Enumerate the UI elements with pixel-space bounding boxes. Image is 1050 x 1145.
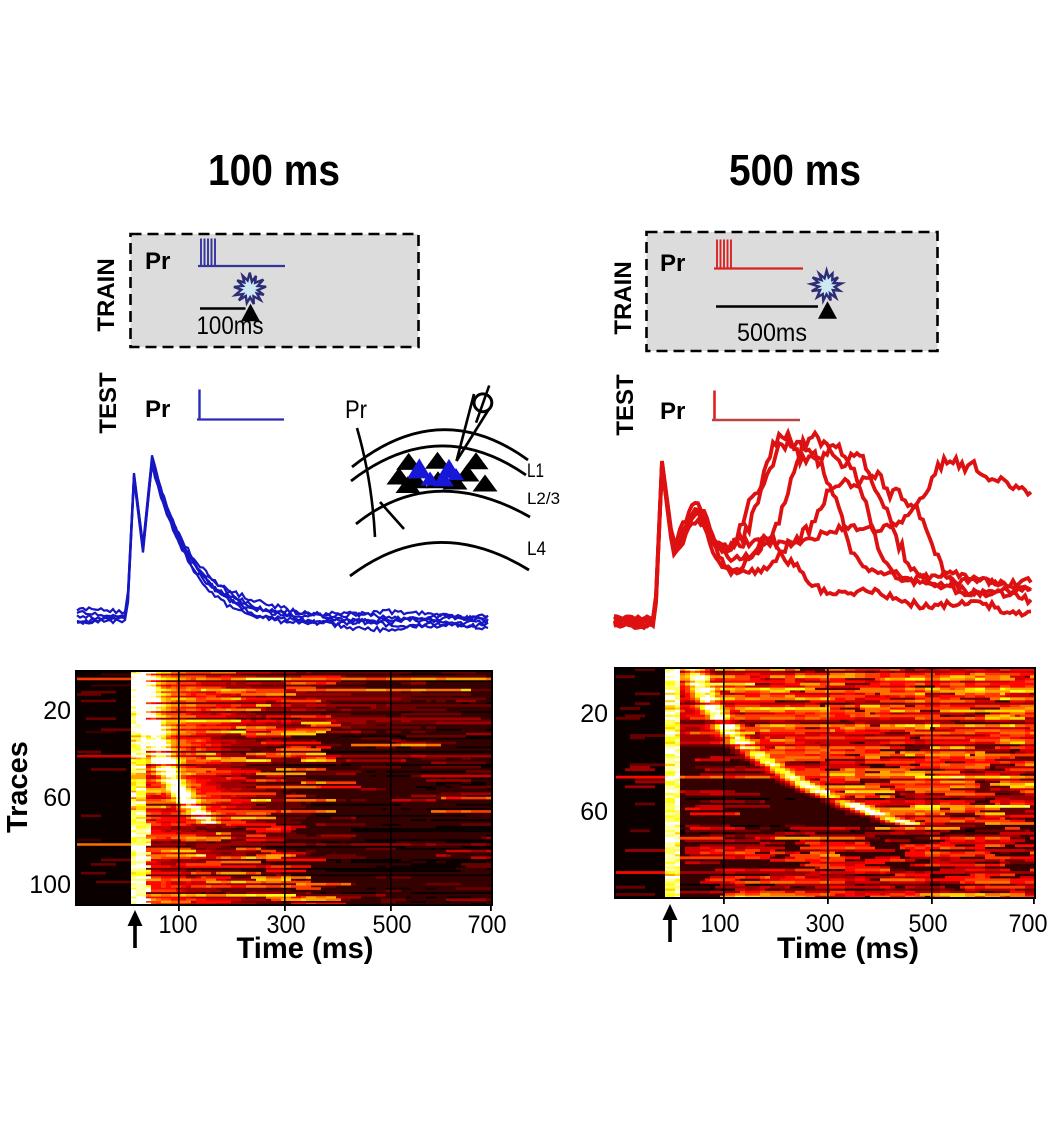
svg-text:TRAIN: TRAIN <box>610 261 637 334</box>
svg-text:100: 100 <box>29 871 71 899</box>
svg-text:100 ms: 100 ms <box>208 146 340 195</box>
svg-text:500ms: 500ms <box>737 319 807 347</box>
svg-text:Pr: Pr <box>660 250 685 277</box>
svg-text:Pr: Pr <box>145 396 170 423</box>
svg-text:100ms: 100ms <box>197 312 264 340</box>
svg-text:300: 300 <box>267 911 306 939</box>
svg-text:500 ms: 500 ms <box>729 146 861 195</box>
svg-text:Pr: Pr <box>660 398 685 425</box>
svg-text:100: 100 <box>159 911 198 939</box>
svg-text:TRAIN: TRAIN <box>93 258 120 331</box>
svg-text:Pr: Pr <box>345 396 367 424</box>
svg-text:300: 300 <box>806 910 845 938</box>
svg-text:500: 500 <box>373 911 412 939</box>
svg-text:Time (ms): Time (ms) <box>237 932 374 965</box>
svg-text:100: 100 <box>701 910 740 938</box>
svg-text:20: 20 <box>43 697 71 725</box>
svg-text:TEST: TEST <box>95 372 122 434</box>
svg-text:Pr: Pr <box>145 248 170 275</box>
svg-text:60: 60 <box>580 798 608 826</box>
svg-text:700: 700 <box>1009 910 1048 938</box>
svg-text:500: 500 <box>909 910 948 938</box>
svg-text:L1: L1 <box>527 461 544 482</box>
svg-text:TEST: TEST <box>612 374 639 436</box>
svg-text:Traces: Traces <box>2 741 34 833</box>
svg-text:700: 700 <box>468 911 507 939</box>
svg-text:L4: L4 <box>527 539 546 560</box>
svg-text:60: 60 <box>43 784 71 812</box>
svg-text:Time (ms): Time (ms) <box>777 932 919 965</box>
svg-text:20: 20 <box>580 700 608 728</box>
svg-text:L2/3: L2/3 <box>527 489 560 508</box>
